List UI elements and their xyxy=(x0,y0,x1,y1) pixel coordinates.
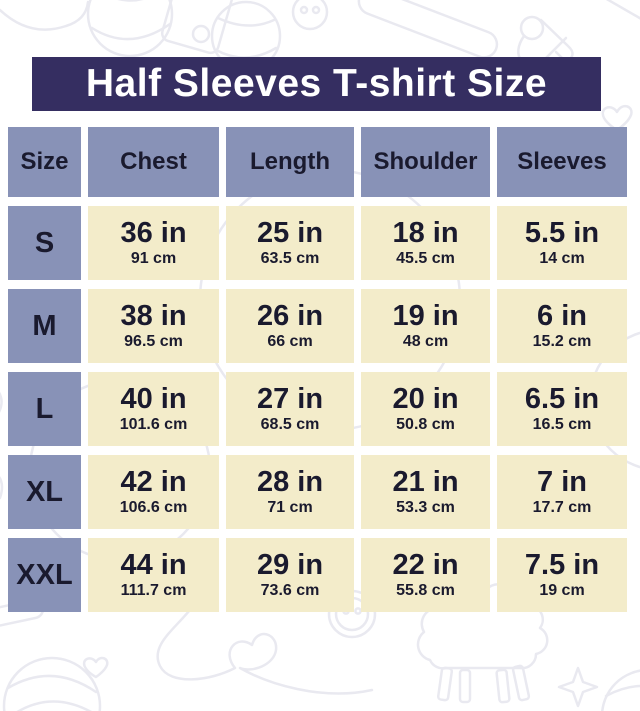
cell-m-chest: 38 in 96.5 cm xyxy=(88,289,219,363)
value-inches: 38 in xyxy=(120,299,187,332)
value-inches: 7 in xyxy=(537,465,587,498)
value-cm: 17.7 cm xyxy=(532,499,592,517)
yarn-ball-icon xyxy=(0,0,174,58)
value-cm: 73.6 cm xyxy=(260,582,320,600)
cell-m-shoulder: 19 in 48 cm xyxy=(361,289,490,363)
row-label-s: S xyxy=(8,206,81,280)
value-cm: 66 cm xyxy=(267,333,313,351)
value-cm: 101.6 cm xyxy=(119,416,188,434)
cell-l-shoulder: 20 in 50.8 cm xyxy=(361,372,490,446)
yarn-ball-icon xyxy=(601,669,640,711)
value-inches: 22 in xyxy=(392,548,459,581)
value-cm: 96.5 cm xyxy=(124,333,183,351)
value-cm: 71 cm xyxy=(267,499,313,517)
value-cm: 48 cm xyxy=(402,333,449,351)
value-inches: 29 in xyxy=(256,548,324,581)
cell-xl-shoulder: 21 in 53.3 cm xyxy=(361,455,490,529)
cell-xl-chest: 42 in 106.6 cm xyxy=(88,455,219,529)
value-cm: 16.5 cm xyxy=(532,416,592,434)
value-cm: 91 cm xyxy=(130,250,177,268)
row-label-xl: XL xyxy=(8,455,81,529)
page-title: Half Sleeves T-shirt Size xyxy=(85,62,548,105)
value-cm: 106.6 cm xyxy=(119,499,188,517)
value-inches: 6 in xyxy=(537,299,587,332)
value-cm: 15.2 cm xyxy=(532,333,592,351)
value-inches: 6.5 in xyxy=(524,382,600,415)
value-inches: 21 in xyxy=(392,465,459,498)
cell-s-chest: 36 in 91 cm xyxy=(88,206,219,280)
cell-l-chest: 40 in 101.6 cm xyxy=(88,372,219,446)
value-inches: 5.5 in xyxy=(524,216,600,249)
value-cm: 111.7 cm xyxy=(120,582,187,600)
cell-l-length: 27 in 68.5 cm xyxy=(226,372,354,446)
value-cm: 50.8 cm xyxy=(396,416,455,434)
column-header-sleeves: Sleeves xyxy=(497,127,627,197)
cell-xl-sleeves: 7 in 17.7 cm xyxy=(497,455,627,529)
value-inches: 7.5 in xyxy=(524,548,600,581)
value-inches: 44 in xyxy=(120,548,187,581)
cell-xl-length: 28 in 71 cm xyxy=(226,455,354,529)
cell-xxl-length: 29 in 73.6 cm xyxy=(226,538,354,612)
value-inches: 20 in xyxy=(392,382,459,415)
value-inches: 19 in xyxy=(392,299,459,332)
row-label-l: L xyxy=(8,372,81,446)
cell-xxl-shoulder: 22 in 55.8 cm xyxy=(361,538,490,612)
cell-s-shoulder: 18 in 45.5 cm xyxy=(361,206,490,280)
row-label-xxl: XXL xyxy=(8,538,81,612)
sparkle-icon xyxy=(557,666,599,708)
button-icon xyxy=(291,0,329,31)
cell-s-length: 25 in 63.5 cm xyxy=(226,206,354,280)
size-chart-table: Size Chest Length Shoulder Sleeves S 36 … xyxy=(8,127,627,612)
value-cm: 45.5 cm xyxy=(396,250,455,268)
value-inches: 18 in xyxy=(392,216,459,249)
value-cm: 63.5 cm xyxy=(260,250,320,268)
cell-s-sleeves: 5.5 in 14 cm xyxy=(497,206,627,280)
yarn-skein-icon xyxy=(160,0,282,72)
cell-xxl-sleeves: 7.5 in 19 cm xyxy=(497,538,627,612)
value-cm: 53.3 cm xyxy=(396,499,455,517)
value-cm: 14 cm xyxy=(539,250,585,268)
value-cm: 68.5 cm xyxy=(260,416,320,434)
string-heart-icon xyxy=(156,596,374,695)
cell-m-sleeves: 6 in 15.2 cm xyxy=(497,289,627,363)
value-inches: 40 in xyxy=(120,382,187,415)
knitting-needle-icon xyxy=(357,0,640,59)
value-inches: 27 in xyxy=(256,382,324,415)
heart-icon xyxy=(82,656,109,679)
value-inches: 42 in xyxy=(120,465,187,498)
cell-m-length: 26 in 66 cm xyxy=(226,289,354,363)
row-label-m: M xyxy=(8,289,81,363)
column-header-length: Length xyxy=(226,127,354,197)
value-cm: 19 cm xyxy=(539,582,585,600)
value-inches: 25 in xyxy=(256,216,324,249)
value-inches: 36 in xyxy=(120,216,187,249)
value-inches: 28 in xyxy=(256,465,324,498)
cell-l-sleeves: 6.5 in 16.5 cm xyxy=(497,372,627,446)
value-inches: 26 in xyxy=(256,299,324,332)
title-banner: Half Sleeves T-shirt Size xyxy=(32,57,601,111)
column-header-size: Size xyxy=(8,127,81,197)
column-header-shoulder: Shoulder xyxy=(361,127,490,197)
column-header-chest: Chest xyxy=(88,127,219,197)
value-cm: 55.8 cm xyxy=(396,582,455,600)
cell-xxl-chest: 44 in 111.7 cm xyxy=(88,538,219,612)
